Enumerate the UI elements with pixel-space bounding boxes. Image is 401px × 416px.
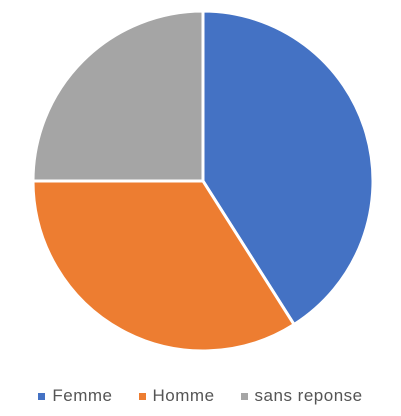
legend-label-sans-reponse: sans reponse xyxy=(254,386,363,405)
legend-item-homme: Homme xyxy=(138,386,215,406)
pie-slice-sans-reponse xyxy=(31,9,205,183)
legend-swatch-femme xyxy=(38,392,46,400)
legend-swatch-homme xyxy=(138,392,146,400)
legend-item-sans-reponse: sans reponse xyxy=(240,386,363,406)
legend-label-homme: Homme xyxy=(152,386,215,405)
chart-legend: Femme Homme sans reponse xyxy=(0,386,401,406)
legend-swatch-sans-reponse xyxy=(240,392,248,400)
pie-chart xyxy=(31,9,375,353)
legend-item-femme: Femme xyxy=(38,386,112,406)
legend-label-femme: Femme xyxy=(52,386,113,405)
pie-slice-homme xyxy=(31,179,296,353)
pie-slices xyxy=(31,9,375,353)
